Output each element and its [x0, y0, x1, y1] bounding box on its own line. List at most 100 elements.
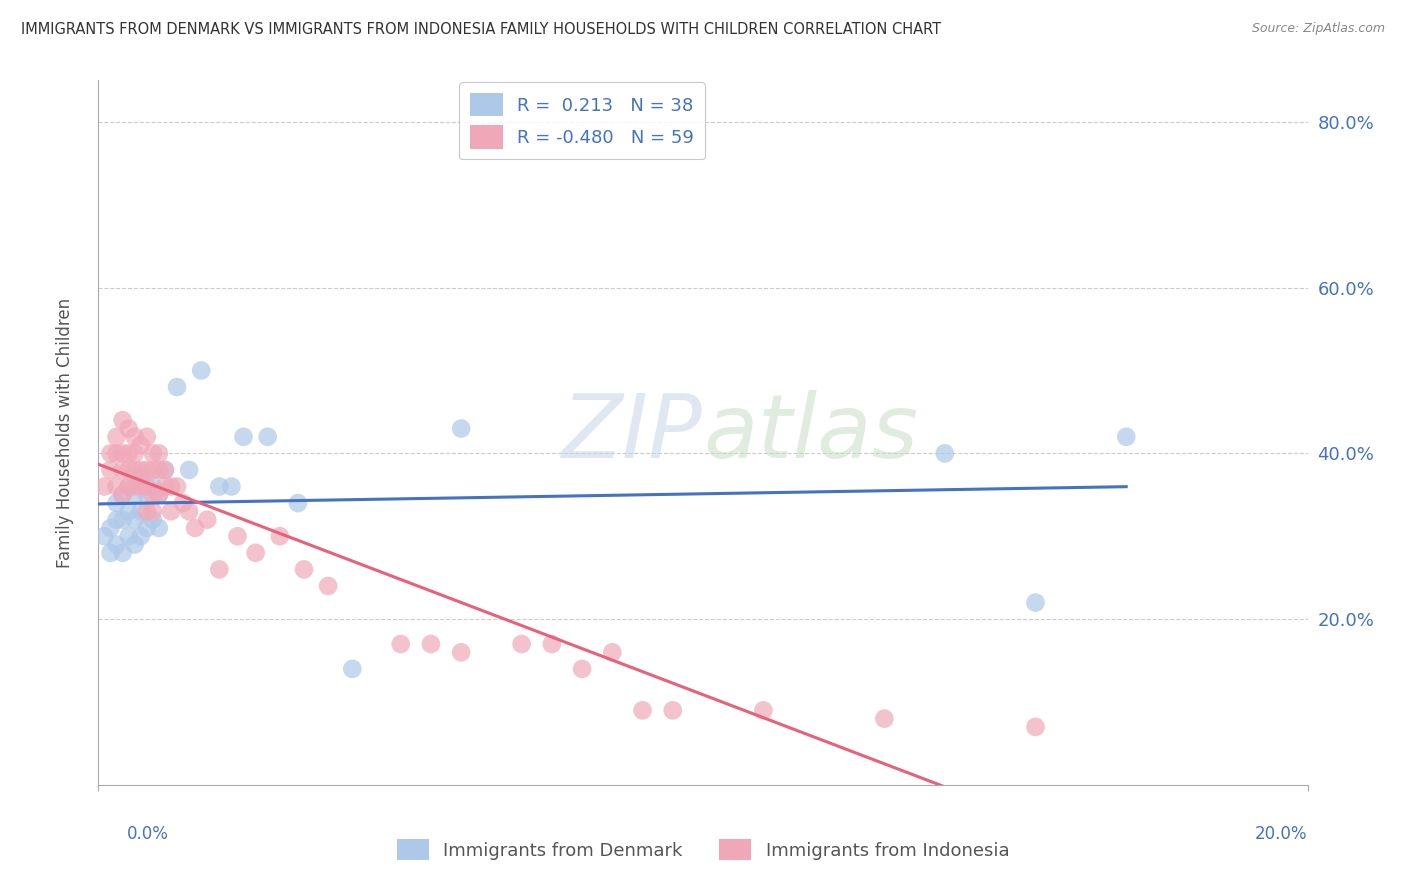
Point — [118, 463, 141, 477]
Text: Source: ZipAtlas.com: Source: ZipAtlas.com — [1251, 22, 1385, 36]
Point — [450, 645, 472, 659]
Point — [752, 703, 775, 717]
Point — [124, 463, 146, 477]
Point — [129, 463, 152, 477]
Point — [389, 637, 412, 651]
Point — [105, 479, 128, 493]
Point — [934, 446, 956, 460]
Point — [153, 463, 176, 477]
Point — [316, 579, 339, 593]
Text: 0.0%: 0.0% — [127, 825, 169, 843]
Point — [142, 488, 165, 502]
Point — [111, 488, 134, 502]
Point — [124, 446, 146, 460]
Point — [208, 562, 231, 576]
Point — [450, 421, 472, 435]
Point — [221, 479, 243, 493]
Point — [118, 421, 141, 435]
Point — [1024, 720, 1046, 734]
Point — [111, 446, 134, 460]
Point — [93, 479, 115, 493]
Point — [100, 546, 122, 560]
Text: ZIP: ZIP — [562, 390, 703, 475]
Y-axis label: Family Households with Children: Family Households with Children — [56, 298, 75, 567]
Point — [160, 479, 183, 493]
Point — [148, 463, 170, 477]
Point — [129, 504, 152, 518]
Point — [124, 537, 146, 551]
Point — [153, 463, 176, 477]
Point — [129, 479, 152, 493]
Point — [256, 430, 278, 444]
Point — [142, 463, 165, 477]
Text: 20.0%: 20.0% — [1256, 825, 1308, 843]
Point — [129, 438, 152, 452]
Point — [111, 546, 134, 560]
Point — [129, 471, 152, 485]
Point — [105, 430, 128, 444]
Point — [661, 703, 683, 717]
Point — [540, 637, 562, 651]
Point — [287, 496, 309, 510]
Point — [111, 463, 134, 477]
Point — [111, 513, 134, 527]
Point — [420, 637, 443, 651]
Point — [602, 645, 624, 659]
Point — [124, 479, 146, 493]
Point — [232, 430, 254, 444]
Point — [208, 479, 231, 493]
Point — [135, 488, 157, 502]
Point — [124, 430, 146, 444]
Point — [190, 363, 212, 377]
Point — [160, 504, 183, 518]
Point — [148, 488, 170, 502]
Text: atlas: atlas — [703, 390, 918, 475]
Point — [100, 446, 122, 460]
Point — [1024, 596, 1046, 610]
Point — [195, 513, 218, 527]
Point — [166, 380, 188, 394]
Point — [105, 537, 128, 551]
Point — [148, 488, 170, 502]
Point — [153, 479, 176, 493]
Point — [166, 479, 188, 493]
Point — [342, 662, 364, 676]
Point — [142, 504, 165, 518]
Point — [105, 446, 128, 460]
Point — [118, 479, 141, 493]
Point — [172, 496, 194, 510]
Point — [510, 637, 533, 651]
Point — [142, 479, 165, 493]
Point — [118, 446, 141, 460]
Point — [118, 504, 141, 518]
Point — [269, 529, 291, 543]
Point — [111, 413, 134, 427]
Point — [124, 513, 146, 527]
Point — [292, 562, 315, 576]
Point — [129, 529, 152, 543]
Point — [100, 463, 122, 477]
Point — [118, 529, 141, 543]
Point — [1115, 430, 1137, 444]
Point — [226, 529, 249, 543]
Point — [142, 446, 165, 460]
Point — [135, 479, 157, 493]
Point — [148, 446, 170, 460]
Point — [118, 479, 141, 493]
Point — [245, 546, 267, 560]
Point — [124, 488, 146, 502]
Point — [111, 488, 134, 502]
Point — [142, 513, 165, 527]
Point — [179, 504, 201, 518]
Point — [135, 504, 157, 518]
Point — [873, 712, 896, 726]
Point — [631, 703, 654, 717]
Point — [148, 521, 170, 535]
Text: IMMIGRANTS FROM DENMARK VS IMMIGRANTS FROM INDONESIA FAMILY HOUSEHOLDS WITH CHIL: IMMIGRANTS FROM DENMARK VS IMMIGRANTS FR… — [21, 22, 941, 37]
Point — [93, 529, 115, 543]
Point — [135, 463, 157, 477]
Point — [135, 430, 157, 444]
Point — [571, 662, 593, 676]
Point — [179, 463, 201, 477]
Point — [135, 521, 157, 535]
